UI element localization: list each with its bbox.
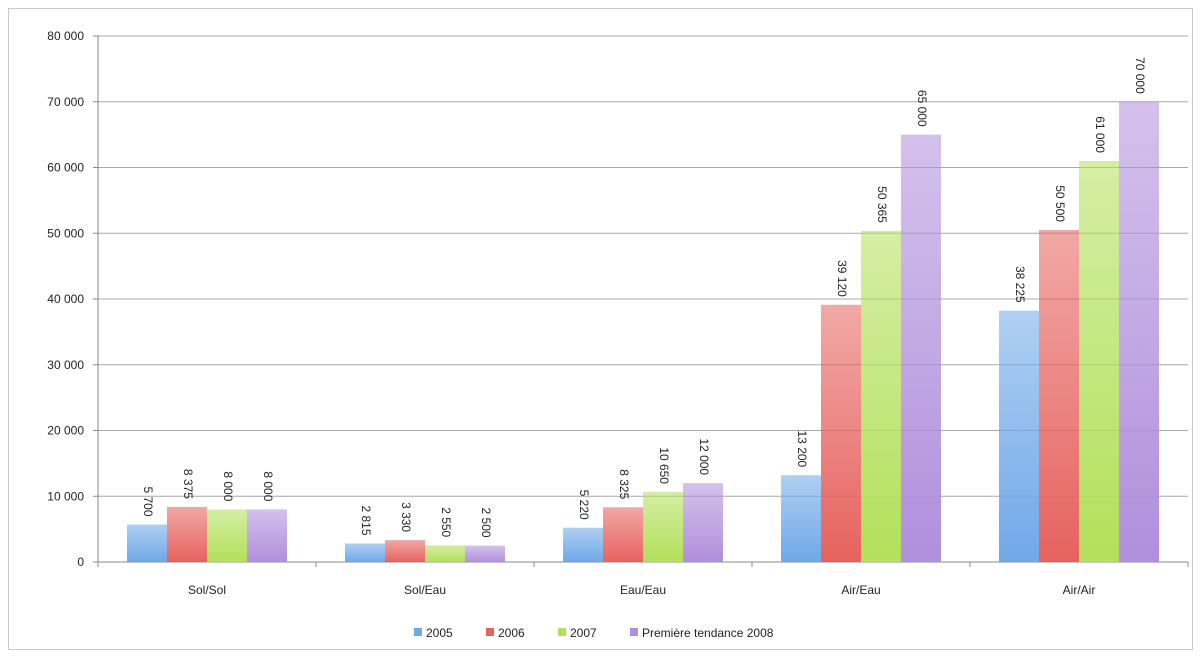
data-label: 2 815 <box>359 505 373 535</box>
data-label: 5 700 <box>141 486 155 516</box>
bar <box>861 230 901 562</box>
bar <box>247 509 287 562</box>
legend-label: 2005 <box>426 626 453 640</box>
y-tick-label: 20 000 <box>47 424 84 438</box>
bar <box>901 134 941 562</box>
y-tick-label: 80 000 <box>47 29 84 43</box>
data-label: 2 550 <box>439 507 453 537</box>
bar <box>1039 229 1079 562</box>
x-category-label: Eau/Eau <box>620 583 666 597</box>
y-tick-label: 0 <box>77 555 84 569</box>
data-label: 39 120 <box>835 260 849 297</box>
bar <box>345 543 385 562</box>
bar <box>603 507 643 562</box>
bar <box>563 527 603 562</box>
bar <box>167 506 207 562</box>
data-label: 8 000 <box>261 471 275 501</box>
bar <box>385 540 425 562</box>
data-label: 13 200 <box>795 431 809 468</box>
data-label: 3 330 <box>399 502 413 532</box>
legend-swatch <box>414 628 422 636</box>
y-tick-label: 10 000 <box>47 489 84 503</box>
data-label: 5 220 <box>577 490 591 520</box>
x-category-label: Air/Air <box>1063 583 1096 597</box>
data-label: 8 000 <box>221 471 235 501</box>
data-label: 61 000 <box>1093 116 1107 153</box>
bar <box>1119 101 1159 562</box>
bar <box>465 545 505 562</box>
y-tick-label: 60 000 <box>47 161 84 175</box>
bar <box>999 310 1039 562</box>
bar <box>683 483 723 562</box>
data-label: 65 000 <box>915 90 929 127</box>
y-tick-label: 70 000 <box>47 95 84 109</box>
data-label: 50 365 <box>875 186 889 223</box>
x-category-label: Sol/Eau <box>404 583 446 597</box>
y-tick-label: 50 000 <box>47 226 84 240</box>
data-label: 70 000 <box>1133 57 1147 94</box>
bar <box>425 545 465 562</box>
legend-swatch <box>630 628 638 636</box>
y-tick-label: 40 000 <box>47 292 84 306</box>
bar <box>127 524 167 562</box>
legend-swatch <box>486 628 494 636</box>
data-label: 8 325 <box>617 469 631 499</box>
x-category-label: Air/Eau <box>841 583 880 597</box>
data-label: 2 500 <box>479 508 493 538</box>
bar <box>781 475 821 562</box>
data-label: 10 650 <box>657 447 671 484</box>
bar <box>643 491 683 562</box>
legend-label: 2006 <box>498 626 525 640</box>
data-label: 12 000 <box>697 438 711 475</box>
legend-label: Première tendance 2008 <box>642 626 774 640</box>
data-label: 50 500 <box>1053 185 1067 222</box>
x-category-label: Sol/Sol <box>188 583 226 597</box>
bar <box>207 509 247 562</box>
y-tick-label: 30 000 <box>47 358 84 372</box>
data-label: 38 225 <box>1013 266 1027 303</box>
legend-swatch <box>558 628 566 636</box>
bar <box>821 304 861 562</box>
bar <box>1079 160 1119 563</box>
legend-label: 2007 <box>570 626 597 640</box>
data-label: 8 375 <box>181 469 195 499</box>
